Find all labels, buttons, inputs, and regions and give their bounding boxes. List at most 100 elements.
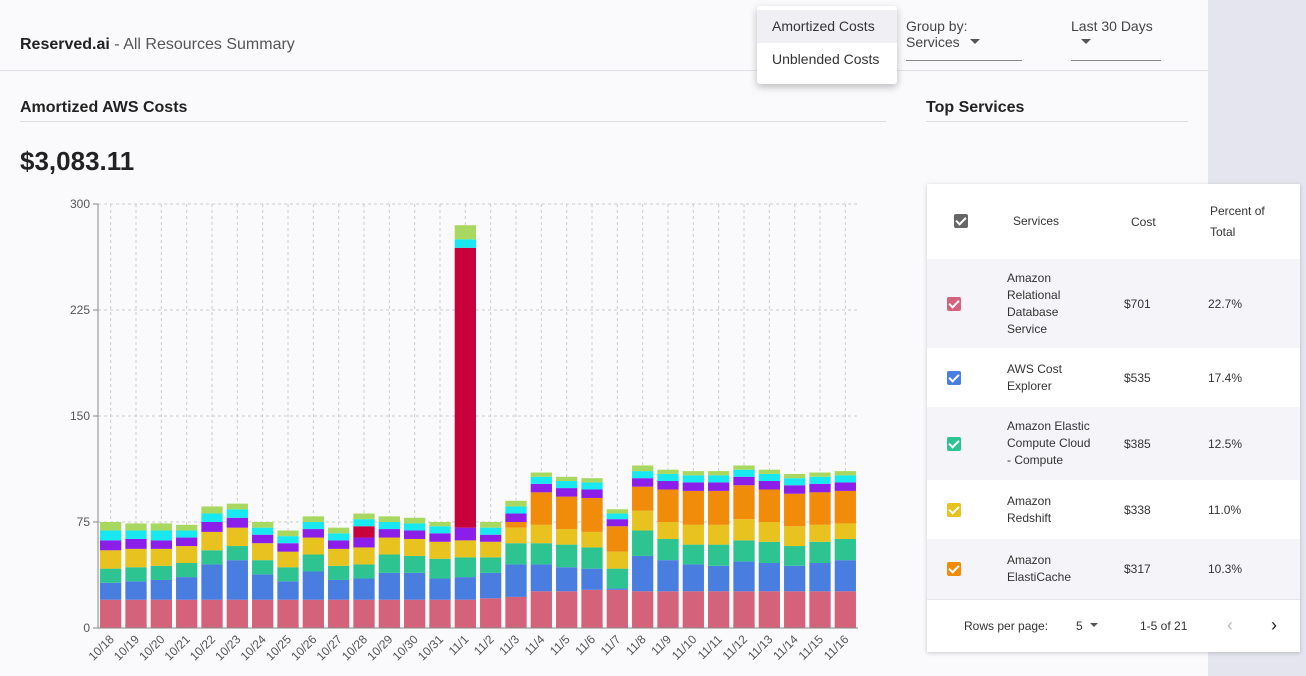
bar-segment bbox=[657, 473, 679, 482]
bar-segment bbox=[530, 483, 552, 493]
bar-segment bbox=[176, 537, 198, 547]
bar-segment bbox=[176, 524, 198, 531]
bar-segment bbox=[378, 529, 400, 538]
next-page[interactable]: › bbox=[1271, 615, 1277, 635]
bar-segment bbox=[176, 546, 198, 563]
bar-segment bbox=[784, 565, 806, 592]
range-select[interactable]: Last 30 Days bbox=[1071, 18, 1161, 61]
service-percent: 17.4% bbox=[1208, 370, 1243, 385]
table-row: Amazon Elastic Compute Cloud - Compute $3… bbox=[927, 407, 1300, 481]
bar-segment bbox=[429, 526, 451, 534]
row-checkbox[interactable] bbox=[947, 296, 961, 311]
bar-segment bbox=[125, 581, 147, 600]
bar-segment bbox=[657, 538, 679, 561]
bar-segment bbox=[150, 548, 172, 566]
rows-select[interactable]: 5 bbox=[1076, 618, 1083, 633]
bar-segment bbox=[277, 536, 299, 544]
bar-segment bbox=[404, 538, 426, 556]
x-tick-label: 11/5 bbox=[547, 632, 573, 658]
service-name: AWS Cost Explorer bbox=[1007, 361, 1062, 393]
row-checkbox[interactable] bbox=[947, 436, 961, 451]
bar-segment bbox=[125, 530, 147, 539]
bar-segment bbox=[758, 522, 780, 542]
bar-segment bbox=[404, 555, 426, 573]
bar-segment bbox=[556, 476, 578, 482]
bar-segment bbox=[809, 591, 831, 628]
x-tick-label: 10/21 bbox=[162, 632, 193, 663]
bar-segment bbox=[201, 522, 223, 532]
menu-item[interactable]: Unblended Costs bbox=[772, 51, 880, 67]
bar-segment bbox=[505, 564, 527, 597]
column-header: Cost bbox=[1131, 214, 1156, 229]
bar-segment bbox=[125, 567, 147, 582]
rows-label: Rows per page: bbox=[964, 618, 1049, 633]
bar-segment bbox=[378, 554, 400, 573]
bar-segment bbox=[708, 482, 730, 491]
select-all[interactable] bbox=[954, 214, 968, 228]
bar-segment bbox=[606, 588, 628, 590]
bar-segment bbox=[201, 599, 223, 628]
bar-segment bbox=[252, 522, 274, 528]
bar-segment bbox=[404, 572, 426, 600]
x-tick-label: 11/16 bbox=[821, 632, 852, 663]
service-name: Amazon ElastiCache bbox=[1007, 553, 1072, 584]
bar-segment bbox=[429, 558, 451, 579]
page-range: 1-5 of 21 bbox=[1140, 618, 1188, 633]
menu-item[interactable]: Amortized Costs bbox=[757, 10, 897, 43]
bar-segment bbox=[429, 578, 451, 600]
bar-segment bbox=[758, 489, 780, 522]
bar-segment bbox=[150, 565, 172, 580]
bar-segment bbox=[758, 562, 780, 592]
bar-segment bbox=[378, 572, 400, 600]
bar-segment bbox=[480, 534, 502, 542]
bar-segment bbox=[581, 568, 603, 590]
bar-segment bbox=[581, 478, 603, 483]
bar-segment bbox=[758, 541, 780, 563]
bar-segment bbox=[556, 481, 578, 489]
bar-segment bbox=[454, 557, 476, 578]
bar-segment bbox=[150, 530, 172, 541]
group-select[interactable]: Group by: Services bbox=[906, 18, 1022, 61]
bar-segment bbox=[809, 524, 831, 542]
bar-segment bbox=[100, 550, 122, 569]
bar-segment bbox=[632, 465, 654, 472]
bar-segment bbox=[328, 533, 350, 541]
bar-segment bbox=[277, 581, 299, 600]
bar-segment bbox=[784, 591, 806, 628]
x-tick-label: 11/7 bbox=[598, 632, 624, 658]
bar-segment bbox=[100, 568, 122, 583]
bar-segment bbox=[834, 490, 856, 524]
service-name: Amazon Elastic Compute Cloud - Compute bbox=[1007, 419, 1091, 467]
bar-segment bbox=[657, 469, 679, 474]
bar-segment bbox=[581, 482, 603, 490]
bar-segment bbox=[226, 517, 248, 528]
bar-segment bbox=[682, 564, 704, 592]
bar-segment bbox=[150, 540, 172, 549]
x-tick-label: 10/24 bbox=[238, 632, 269, 663]
bar-segment bbox=[657, 522, 679, 539]
bar-segment bbox=[404, 599, 426, 628]
divider bbox=[0, 70, 1208, 71]
bar-segment bbox=[708, 490, 730, 525]
x-tick-label: 11/2 bbox=[471, 632, 497, 658]
bar-segment bbox=[226, 599, 248, 628]
bar-segment bbox=[378, 516, 400, 522]
y-tick-label: 300 bbox=[70, 197, 90, 211]
x-tick-label: 10/27 bbox=[314, 632, 345, 663]
row-checkbox[interactable] bbox=[947, 562, 961, 576]
bar-segment bbox=[758, 469, 780, 474]
bar-segment bbox=[454, 239, 476, 248]
bar-segment bbox=[328, 540, 350, 549]
row-checkbox[interactable] bbox=[947, 370, 961, 385]
bar-segment bbox=[733, 561, 755, 592]
bar-segment bbox=[556, 591, 578, 628]
bar-segment bbox=[809, 492, 831, 525]
bar-segment bbox=[809, 476, 831, 484]
bar-segment bbox=[581, 547, 603, 569]
prev-page[interactable]: ‹ bbox=[1227, 615, 1233, 635]
row-checkbox[interactable] bbox=[947, 502, 961, 517]
x-tick-label: 11/10 bbox=[669, 632, 700, 663]
bar-segment bbox=[480, 541, 502, 558]
bar-segment bbox=[758, 481, 780, 490]
dropdown-arrow bbox=[1090, 623, 1098, 631]
